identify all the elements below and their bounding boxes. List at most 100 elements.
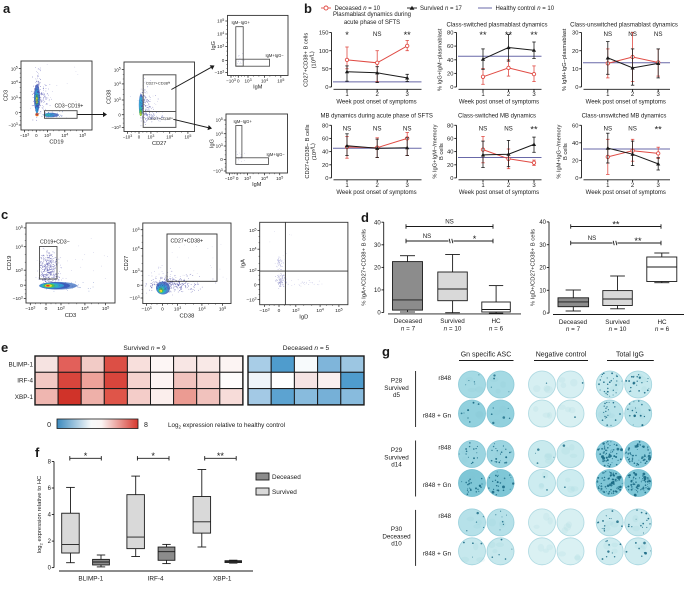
svg-text:n = 10: n = 10	[609, 326, 627, 333]
svg-text:−103: −103	[213, 168, 223, 174]
svg-text:CD3: CD3	[65, 313, 77, 319]
svg-text:HC: HC	[491, 318, 501, 325]
svg-text:20: 20	[572, 49, 578, 55]
svg-text:CD38: CD38	[179, 314, 194, 320]
svg-text:Negative control: Negative control	[536, 352, 587, 359]
svg-text:105: 105	[217, 18, 224, 24]
svg-text:n = 7: n = 7	[566, 326, 581, 333]
svg-text:IgM+IgG−: IgM+IgG−	[266, 53, 285, 58]
svg-text:60: 60	[572, 123, 578, 129]
svg-text:Deceased: Deceased	[394, 318, 423, 325]
svg-text:Deceased: Deceased	[559, 319, 588, 326]
svg-text:**: **	[634, 236, 642, 246]
svg-text:d: d	[361, 210, 369, 225]
svg-text:4: 4	[48, 513, 52, 519]
svg-text:*: *	[151, 451, 155, 461]
svg-text:Week post onset of symptoms: Week post onset of symptoms	[459, 190, 539, 196]
svg-text:**: **	[404, 30, 412, 40]
svg-text:P29: P29	[391, 447, 403, 454]
svg-text:% IgA+/CD27+CD38+ B cells: % IgA+/CD27+CD38+ B cells	[362, 229, 368, 306]
svg-text:f: f	[35, 445, 40, 460]
svg-text:*: *	[473, 234, 477, 244]
svg-text:**: **	[530, 30, 538, 40]
svg-text:10: 10	[572, 67, 578, 73]
svg-text:105: 105	[335, 307, 342, 314]
svg-text:0: 0	[377, 311, 381, 317]
svg-text:104: 104	[261, 78, 268, 84]
svg-text:NS: NS	[343, 126, 352, 133]
svg-text:103: 103	[244, 78, 251, 84]
svg-text:105: 105	[114, 67, 121, 73]
svg-text:% IgM+IgG−/memory: % IgM+IgG−/memory	[557, 124, 563, 178]
svg-text:CD3: CD3	[4, 90, 10, 101]
svg-text:acute phase of SFTS: acute phase of SFTS	[344, 20, 400, 26]
svg-text:10: 10	[539, 288, 546, 294]
svg-text:n = 10: n = 10	[444, 326, 462, 333]
svg-text:NS: NS	[603, 31, 612, 38]
svg-text:Survived: Survived	[440, 318, 465, 325]
svg-text:2: 2	[48, 539, 52, 545]
svg-text:CD38: CD38	[107, 90, 113, 104]
svg-text:NS: NS	[504, 126, 513, 133]
svg-text:Class-unswitched plasmablast d: Class-unswitched plasmablast dynamics	[570, 23, 678, 29]
svg-text:0: 0	[20, 283, 23, 289]
svg-text:Survived: Survived	[272, 489, 297, 496]
svg-text:40: 40	[374, 220, 381, 226]
svg-text:r848: r848	[438, 444, 451, 451]
svg-text:Total IgG: Total IgG	[616, 352, 644, 359]
svg-text:BLIMP-1: BLIMP-1	[9, 361, 34, 368]
svg-text:% IgM+IgG−plasmablast: % IgM+IgG−plasmablast	[562, 28, 568, 91]
svg-text:−103: −103	[142, 306, 152, 313]
svg-text:e: e	[1, 340, 8, 355]
svg-text:−103: −103	[25, 306, 35, 313]
svg-text:0: 0	[237, 79, 240, 84]
svg-text:103: 103	[292, 307, 299, 314]
svg-text:**: **	[217, 451, 225, 461]
svg-text:% IgG+IgM−plasmablast: % IgG+IgM−plasmablast	[438, 28, 444, 91]
svg-text:2: 2	[376, 92, 380, 98]
svg-text:105: 105	[132, 227, 139, 234]
svg-text:r848: r848	[438, 513, 451, 520]
svg-text:IgM+IgG−: IgM+IgG−	[267, 152, 286, 157]
svg-text:104: 104	[249, 246, 256, 253]
svg-text:1: 1	[481, 92, 485, 98]
svg-text:10: 10	[374, 288, 381, 294]
svg-text:Class-switched plasmablast dyn: Class-switched plasmablast dynamics	[446, 23, 547, 29]
svg-text:150: 150	[319, 31, 329, 37]
svg-text:60: 60	[322, 137, 328, 143]
svg-text:−103: −103	[226, 78, 236, 84]
svg-text:103: 103	[147, 134, 154, 140]
svg-text:Week post onset of symptoms: Week post onset of symptoms	[336, 190, 416, 196]
svg-text:−103: −103	[13, 296, 23, 303]
svg-text:104: 104	[61, 133, 68, 139]
svg-text:BLIMP-1: BLIMP-1	[78, 576, 103, 583]
svg-text:c: c	[1, 207, 8, 222]
svg-text:0: 0	[450, 85, 453, 91]
svg-text:104: 104	[132, 246, 139, 253]
svg-text:Survived n = 17: Survived n = 17	[420, 6, 463, 12]
svg-text:r848 + Gn: r848 + Gn	[423, 482, 452, 489]
svg-text:104: 104	[15, 244, 22, 251]
svg-text:105: 105	[277, 78, 284, 84]
svg-text:CD19+CD3−: CD19+CD3−	[40, 240, 70, 246]
svg-text:20: 20	[447, 163, 453, 169]
svg-text:Survived: Survived	[605, 319, 630, 326]
svg-text:−103: −103	[20, 133, 29, 139]
svg-text:CD27+CD38+ B cells: CD27+CD38+ B cells	[304, 33, 310, 87]
svg-text:NS: NS	[373, 126, 382, 133]
svg-text:**: **	[505, 30, 513, 40]
svg-text:103: 103	[57, 306, 64, 313]
svg-text:CD27: CD27	[152, 141, 166, 147]
svg-text:8: 8	[48, 460, 52, 466]
svg-text:Week post onset of symptoms: Week post onset of symptoms	[459, 99, 539, 105]
svg-text:30: 30	[374, 243, 381, 249]
svg-text:0: 0	[236, 176, 239, 181]
svg-text:0: 0	[222, 58, 225, 63]
svg-text:NS: NS	[588, 235, 597, 242]
svg-text:B cells: B cells	[439, 143, 445, 160]
svg-text:IgG: IgG	[210, 139, 216, 148]
svg-text:105: 105	[79, 133, 86, 139]
svg-text:60: 60	[447, 44, 453, 50]
svg-text:CD27+CD38lo: CD27+CD38lo	[148, 116, 173, 121]
svg-text:IRF-4: IRF-4	[17, 378, 33, 385]
